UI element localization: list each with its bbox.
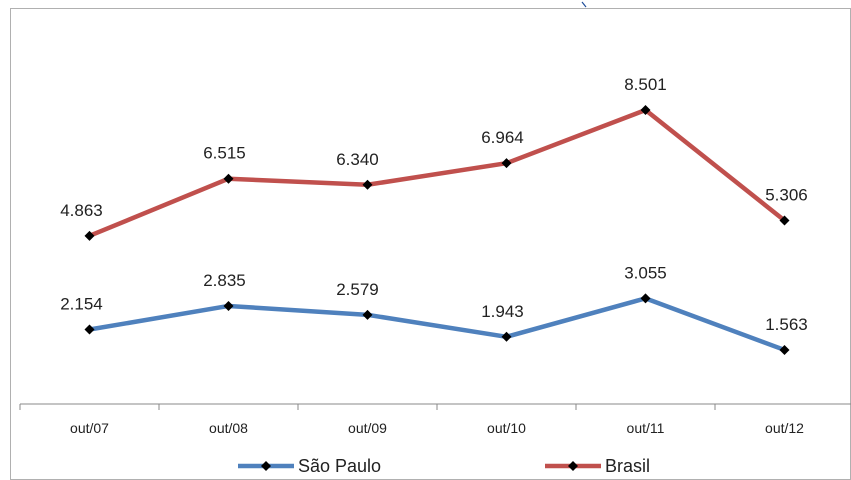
legend-label: Brasil	[605, 456, 650, 476]
x-tick-label: out/07	[70, 420, 109, 436]
data-point-marker	[223, 173, 234, 184]
x-tick-label: out/12	[765, 420, 804, 436]
legend: São Paulo Brasil	[238, 456, 650, 476]
data-point-marker	[779, 344, 790, 355]
data-point-marker	[640, 105, 651, 116]
legend-swatch-marker	[568, 461, 578, 471]
data-label: 6.515	[203, 144, 246, 163]
data-point-marker	[362, 309, 373, 320]
data-label: 1.943	[481, 302, 524, 321]
series-line-2	[87, 107, 787, 239]
series-layer	[84, 105, 790, 355]
series-line-1	[87, 296, 787, 353]
clipped-title-fragment	[581, 1, 587, 8]
data-point-marker	[779, 215, 790, 226]
data-label: 4.863	[60, 201, 103, 220]
data-label: 5.306	[765, 186, 808, 205]
data-labels: 2.154 2.835 2.579 1.943 3.055 1.563 4.863 6.515…	[60, 75, 808, 334]
x-tick-label: out/10	[487, 420, 526, 436]
x-tick-labels: out/07 out/08 out/09 out/10 out/11 out/12	[70, 420, 804, 436]
data-label: 2.579	[336, 280, 379, 299]
data-point-marker	[362, 179, 373, 190]
legend-swatch-marker	[261, 461, 271, 471]
data-point-marker	[84, 324, 95, 335]
data-label: 1.563	[765, 315, 808, 334]
data-label: 6.340	[336, 150, 379, 169]
x-axis	[19, 403, 851, 410]
data-label: 2.835	[203, 271, 246, 290]
data-label: 2.154	[60, 295, 103, 314]
data-label: 3.055	[624, 263, 667, 282]
data-point-marker	[640, 293, 651, 304]
x-tick-label: out/08	[209, 420, 248, 436]
data-point-marker	[84, 230, 95, 241]
x-tick-label: out/09	[348, 420, 387, 436]
legend-label: São Paulo	[298, 456, 381, 476]
data-label: 6.964	[481, 128, 524, 147]
data-point-marker	[223, 300, 234, 311]
data-point-marker	[501, 331, 512, 342]
x-tick-label: out/11	[627, 420, 665, 436]
data-point-marker	[501, 158, 512, 169]
data-label: 8.501	[624, 75, 667, 94]
